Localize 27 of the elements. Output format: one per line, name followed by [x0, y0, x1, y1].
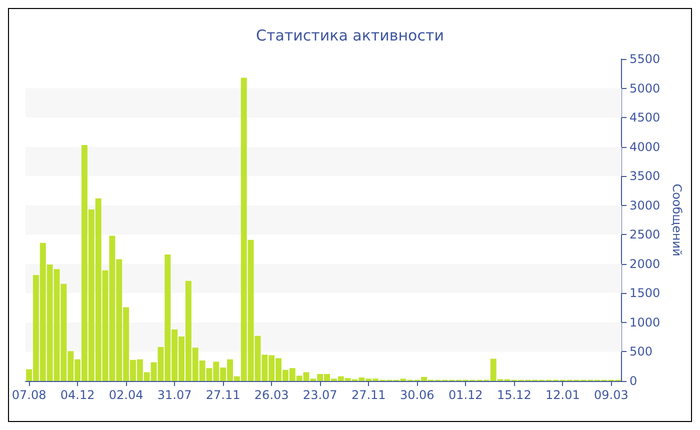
x-tick-label: 23.07: [302, 388, 338, 402]
y-tick-label: 4500: [630, 110, 660, 125]
x-tick-label: 04.12: [60, 388, 95, 402]
x-tick-label: 31.07: [157, 388, 192, 402]
chart-title: Статистика активности: [256, 26, 444, 44]
x-tick-label: 27.11: [351, 388, 386, 402]
x-tick-label: 30.06: [400, 388, 434, 402]
x-tick-label: 27.11: [206, 388, 240, 402]
y-tick-label: 3000: [630, 198, 660, 212]
y-tick-label: 1500: [630, 286, 660, 300]
y-tick-label: 0: [630, 374, 638, 388]
x-tick-label: 26.03: [254, 388, 289, 402]
y-axis-title: Сообщений: [670, 184, 684, 256]
y-tick-label: 4000: [630, 140, 660, 154]
x-tick-label: 01.12: [448, 388, 483, 402]
y-tick-label: 5000: [630, 81, 660, 96]
x-tick-label: 07.08: [12, 388, 46, 402]
x-tick-label: 02.04: [108, 388, 144, 402]
y-tick-label: 3500: [630, 169, 660, 184]
x-tick-label: 09.03: [594, 388, 628, 402]
y-tick-label: 5500: [630, 52, 660, 66]
x-tick-label: 12.01: [545, 388, 580, 402]
y-tick-label: 2500: [630, 228, 660, 242]
y-tick-label: 500: [630, 344, 652, 359]
y-tick-label: 2000: [630, 256, 660, 271]
x-tick-label: 15.12: [496, 388, 532, 402]
y-tick-label: 1000: [630, 315, 660, 330]
